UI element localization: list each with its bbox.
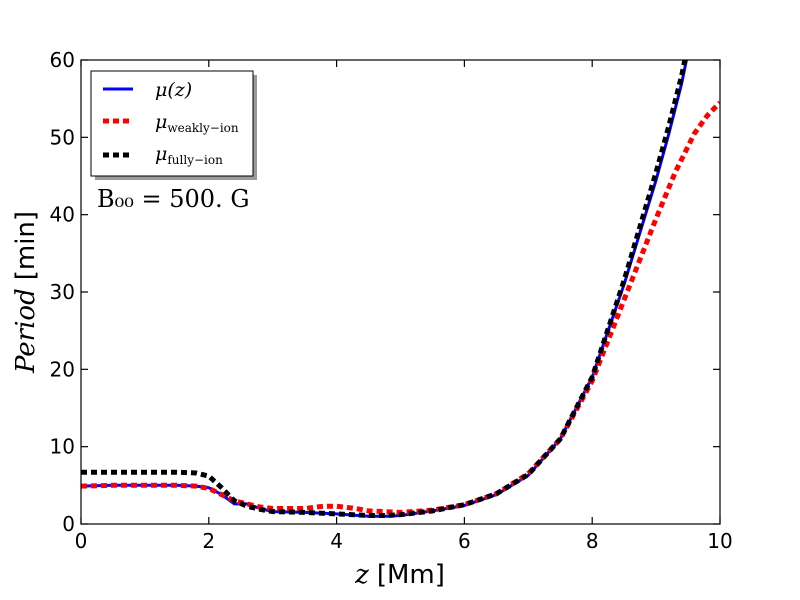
tick-layer: 0 2 4 6 8 10 0 10 20 30 40 50 60	[50, 48, 733, 553]
x-tick-label: 2	[202, 529, 215, 553]
field-annotation: B₀₀ = 500. G	[97, 185, 249, 213]
legend: μ(z) μweakly−ion μfully−ion	[90, 70, 257, 180]
legend-label-mu-z: μ(z)	[155, 79, 192, 101]
y-tick-label: 20	[50, 357, 75, 381]
plot-frame	[80, 59, 721, 525]
y-tick-label: 0	[62, 512, 75, 536]
series-layer	[81, 60, 720, 518]
y-tick-label: 40	[50, 203, 75, 227]
y-tick-label: 10	[50, 435, 75, 459]
x-tick-label: 0	[75, 529, 88, 553]
y-tick-label: 60	[50, 48, 75, 72]
y-tick-label: 30	[50, 280, 75, 304]
y-tick-label: 50	[50, 125, 75, 149]
x-tick-label: 10	[707, 529, 732, 553]
series-line-1	[81, 100, 720, 515]
y-axis-label: Period[min]	[11, 211, 41, 374]
legend-label-mu-weakly-ion: μweakly−ion	[155, 111, 239, 135]
legend-label-mu-fully-ion: μfully−ion	[155, 143, 223, 167]
x-tick-label: 4	[330, 529, 343, 553]
x-tick-label: 8	[586, 529, 599, 553]
x-tick-label: 6	[458, 529, 471, 553]
series-line-2	[81, 60, 688, 518]
x-axis-label: z [Mm]	[354, 560, 445, 590]
